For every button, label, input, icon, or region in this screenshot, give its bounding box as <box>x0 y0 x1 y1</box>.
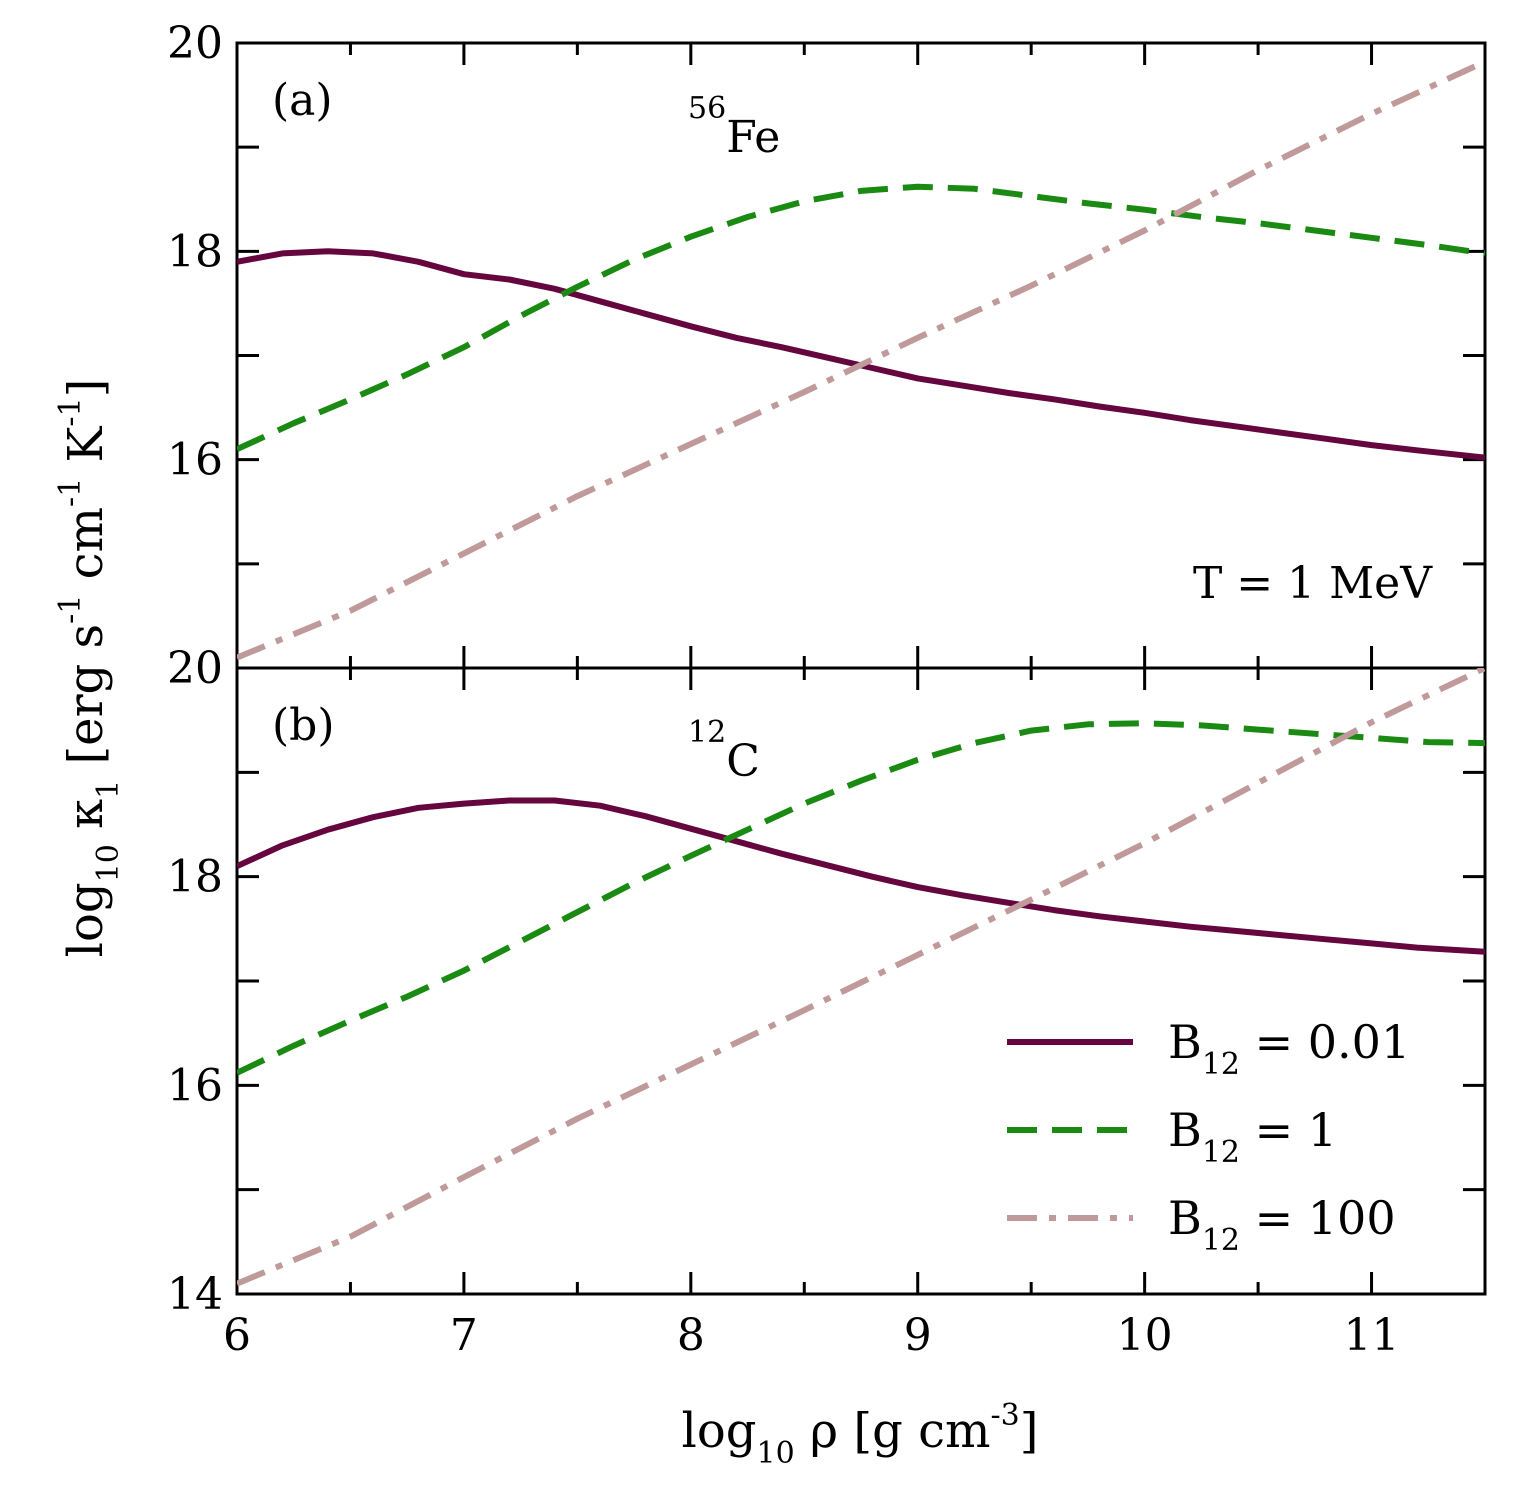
x-tick-label: 8 <box>677 1310 705 1361</box>
temperature-annotation: T = 1 MeV <box>1193 558 1433 609</box>
panel-b-series-b1 <box>237 720 1485 1076</box>
legend-label-b100: B12 = 100 <box>1168 1191 1396 1258</box>
x-tick-label: 6 <box>223 1310 251 1361</box>
panel-b-tag: (b) <box>272 700 335 751</box>
y-axis-title-text3: K <box>58 425 114 477</box>
y-axis-title-sup2: -1 <box>53 478 88 507</box>
y-axis-title-base: log <box>58 882 114 957</box>
panel-a-y-tick-label: 20 <box>167 18 223 69</box>
panel-b-nucleus-symbol: C <box>726 736 760 787</box>
x-tick-label: 9 <box>904 1310 932 1361</box>
x-axis: 6 7 8 9 10 11 <box>223 1310 1400 1361</box>
panel-b-y-tick-label: 14 <box>167 1269 223 1320</box>
y-axis-title-text2: cm <box>58 507 114 595</box>
legend-b001-value: = 0.01 <box>1240 1015 1410 1069</box>
panel-b-nucleus-mass: 12 <box>688 715 726 750</box>
y-axis-title-kappa-sub: 1 <box>91 780 126 799</box>
panel-b: 14 16 18 20 <box>167 643 1487 1320</box>
panel-b-y-tick-label: 16 <box>167 1060 223 1111</box>
legend-label-b001: B12 = 0.01 <box>1168 1015 1410 1082</box>
legend-b001-base: B <box>1168 1015 1202 1069</box>
x-tick-label: 11 <box>1344 1310 1400 1361</box>
legend-b001-sub: 12 <box>1202 1047 1240 1082</box>
x-axis-title-sub: 10 <box>756 1436 794 1471</box>
legend-b1-value: = 1 <box>1240 1103 1337 1157</box>
panel-a-series-b001 <box>237 248 1485 461</box>
legend: B12 = 0.01 B12 = 1 B12 = 100 <box>1007 1015 1410 1258</box>
x-tick-label: 10 <box>1117 1310 1173 1361</box>
legend-b1-sub: 12 <box>1202 1135 1240 1170</box>
y-axis-title-end: ] <box>58 379 114 398</box>
panel-b-series-b100 <box>237 668 1485 1287</box>
panel-a-y-tick-label: 16 <box>167 435 223 486</box>
y-axis-title-kappa: κ <box>58 799 114 844</box>
panel-b-nucleus-label: 12C <box>688 715 760 787</box>
x-axis-title: log10 ρ [g cm-3] <box>682 1398 1039 1471</box>
panel-a-nucleus-mass: 56 <box>688 91 726 126</box>
panel-a-tag: (a) <box>272 75 333 126</box>
x-axis-title-sup: -3 <box>991 1398 1020 1433</box>
y-axis-title-text1: [erg s <box>58 624 114 780</box>
panel-a-y-tick-label: 18 <box>167 226 223 277</box>
legend-b100-sub: 12 <box>1202 1223 1240 1258</box>
panel-b-series-b001 <box>237 797 1485 955</box>
x-tick-label: 7 <box>450 1310 478 1361</box>
y-axis-title-sub: 10 <box>91 844 126 882</box>
y-axis-title-sup3: -1 <box>53 397 88 426</box>
panel-b-y-tick-label: 20 <box>167 643 223 694</box>
panel-a-nucleus-label: 56Fe <box>688 91 780 163</box>
panel-a-series-b1 <box>237 183 1485 452</box>
panel-a-nucleus-symbol: Fe <box>726 112 780 163</box>
panel-b-y-tick-label: 18 <box>167 852 223 903</box>
x-axis-title-base: log <box>682 1403 757 1459</box>
legend-b100-value: = 100 <box>1240 1191 1396 1245</box>
panel-a-series-b100 <box>237 59 1485 661</box>
legend-b1-base: B <box>1168 1103 1202 1157</box>
y-axis-title-sup1: -1 <box>53 595 88 624</box>
legend-label-b1: B12 = 1 <box>1168 1103 1337 1170</box>
legend-b100-base: B <box>1168 1191 1202 1245</box>
y-axis-title: log10 κ1 [erg s-1 cm-1 K-1] <box>53 379 126 958</box>
x-axis-title-end: ] <box>1020 1403 1039 1459</box>
x-axis-title-text: ρ [g cm <box>795 1403 991 1459</box>
